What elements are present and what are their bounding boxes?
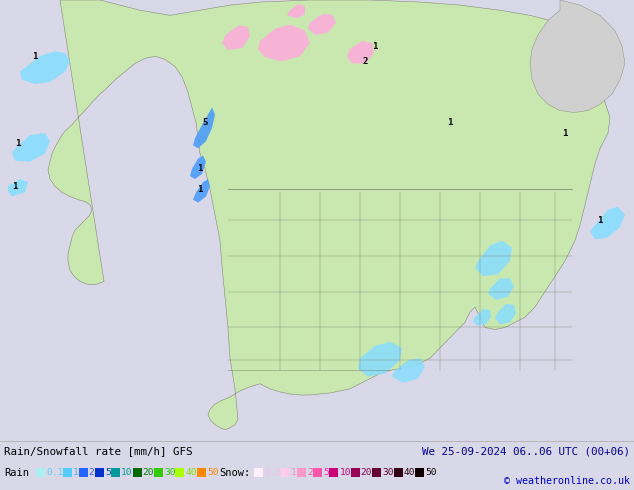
Bar xyxy=(372,468,381,477)
Polygon shape xyxy=(20,51,70,84)
Bar xyxy=(133,468,141,477)
Bar xyxy=(79,468,87,477)
Bar xyxy=(95,468,104,477)
Text: 2: 2 xyxy=(362,57,368,66)
Polygon shape xyxy=(475,241,512,276)
Text: 40: 40 xyxy=(185,468,197,477)
Text: 1: 1 xyxy=(562,128,567,138)
Text: We 25-09-2024 06..06 UTC (00+06): We 25-09-2024 06..06 UTC (00+06) xyxy=(422,446,630,456)
Text: 1: 1 xyxy=(15,139,21,148)
Text: 10: 10 xyxy=(121,468,133,477)
Text: 1: 1 xyxy=(372,42,378,50)
Text: 50: 50 xyxy=(425,468,436,477)
Text: 1: 1 xyxy=(197,164,203,173)
Text: 0.1: 0.1 xyxy=(264,468,281,477)
Bar xyxy=(154,468,163,477)
Text: 20: 20 xyxy=(361,468,372,477)
Text: 10: 10 xyxy=(339,468,351,477)
Text: 40: 40 xyxy=(404,468,415,477)
Text: Snow:: Snow: xyxy=(219,468,250,478)
Bar xyxy=(36,468,45,477)
Bar xyxy=(63,468,72,477)
Text: 2: 2 xyxy=(307,468,313,477)
Text: 20: 20 xyxy=(143,468,154,477)
Text: 30: 30 xyxy=(382,468,394,477)
Polygon shape xyxy=(12,133,50,162)
Bar xyxy=(297,468,306,477)
Polygon shape xyxy=(347,41,374,63)
Polygon shape xyxy=(488,278,514,300)
Polygon shape xyxy=(258,24,310,61)
Bar xyxy=(394,468,403,477)
Text: 5: 5 xyxy=(105,468,111,477)
Polygon shape xyxy=(530,0,625,113)
Polygon shape xyxy=(392,358,425,383)
Bar xyxy=(176,468,184,477)
Text: 1: 1 xyxy=(291,468,297,477)
Bar xyxy=(313,468,322,477)
Bar xyxy=(415,468,424,477)
Text: 2: 2 xyxy=(89,468,94,477)
Text: Rain/Snowfall rate [mm/h] GFS: Rain/Snowfall rate [mm/h] GFS xyxy=(4,446,193,456)
Bar xyxy=(111,468,120,477)
Polygon shape xyxy=(48,0,610,430)
Polygon shape xyxy=(193,107,215,148)
Polygon shape xyxy=(287,4,305,19)
Bar xyxy=(254,468,263,477)
Text: 30: 30 xyxy=(164,468,176,477)
Polygon shape xyxy=(473,309,491,325)
Text: 1: 1 xyxy=(32,52,37,61)
Bar xyxy=(281,468,290,477)
Polygon shape xyxy=(495,304,516,324)
Text: Rain: Rain xyxy=(4,468,29,478)
Polygon shape xyxy=(8,179,28,196)
Polygon shape xyxy=(358,342,402,377)
Polygon shape xyxy=(590,207,625,240)
Polygon shape xyxy=(193,179,210,202)
Polygon shape xyxy=(190,155,206,179)
Text: © weatheronline.co.uk: © weatheronline.co.uk xyxy=(504,476,630,486)
Text: 1: 1 xyxy=(597,216,603,224)
Bar xyxy=(330,468,339,477)
Text: 5: 5 xyxy=(202,118,208,127)
Text: 50: 50 xyxy=(207,468,218,477)
Text: 1: 1 xyxy=(73,468,79,477)
Text: 1: 1 xyxy=(12,182,18,191)
Text: 0.1: 0.1 xyxy=(46,468,63,477)
Bar xyxy=(351,468,360,477)
Polygon shape xyxy=(308,14,336,35)
Bar xyxy=(197,468,206,477)
Text: 1: 1 xyxy=(197,185,203,194)
Polygon shape xyxy=(222,25,250,50)
Text: 5: 5 xyxy=(323,468,329,477)
Text: 1: 1 xyxy=(448,118,453,127)
